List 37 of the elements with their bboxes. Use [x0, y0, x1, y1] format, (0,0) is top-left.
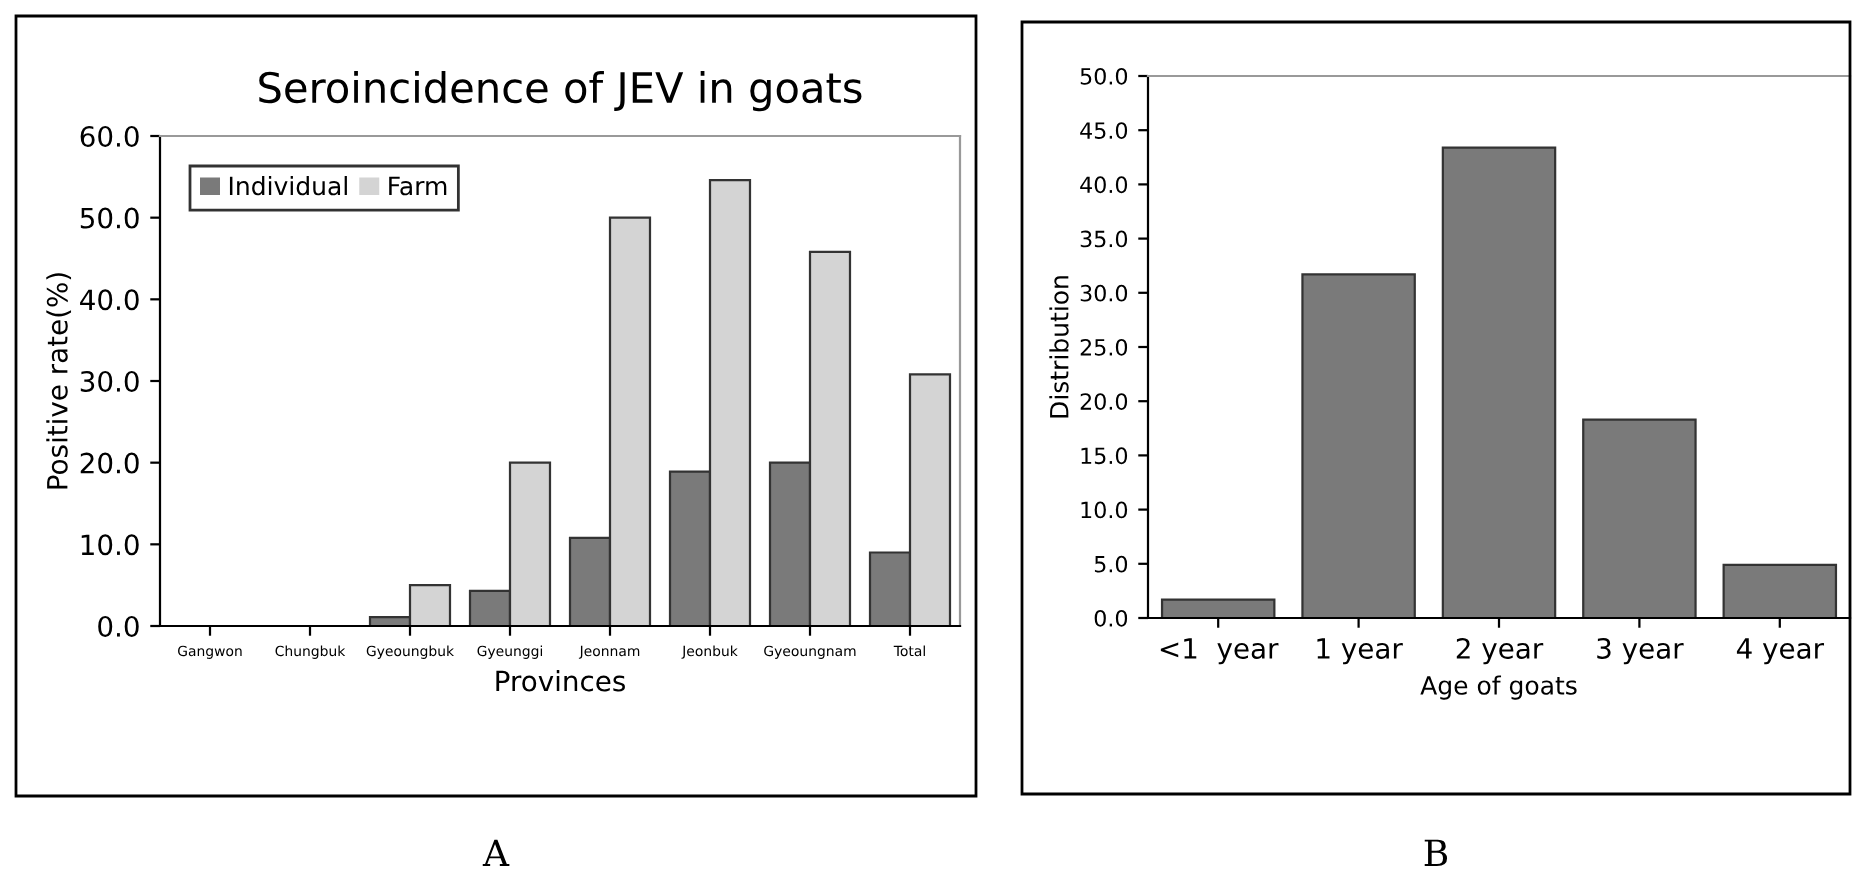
y-tick-label: 20.0	[80, 452, 139, 474]
x-tick-label: 3 year	[1597, 637, 1684, 665]
y-tick-label: 45.0	[1080, 122, 1128, 139]
y-tick-label: 0.0	[1094, 609, 1128, 627]
y-tick-label: 30.0	[1080, 284, 1128, 302]
y-tick-label: 5.0	[1094, 555, 1128, 573]
y-tick-label: 10.0	[1081, 501, 1128, 519]
y-tick-label: 25.0	[1080, 338, 1128, 356]
text: A	[482, 839, 510, 866]
bar	[1301, 273, 1416, 618]
y-tick-label: 35.0	[1080, 230, 1128, 248]
bar	[1441, 146, 1557, 618]
y-axis-title: Distribution	[1049, 276, 1069, 418]
chart-title: Seroincidence of JEV in goats	[259, 71, 862, 112]
x-tick-label: 4 year	[1736, 638, 1825, 665]
y-tick-label: 50.0	[80, 207, 139, 229]
y-tick-label: 10.0	[81, 534, 139, 556]
y-tick-label: 40.0	[80, 289, 139, 311]
y-tick-label: 30.0	[80, 370, 139, 392]
y-tick-label: 50.0	[1080, 67, 1128, 85]
bar	[1582, 418, 1697, 618]
x-tick-label: 2 year	[1456, 637, 1544, 665]
bar	[1160, 598, 1276, 618]
x-tick-label: 1 year	[1317, 638, 1403, 665]
x-tick-label: <1 year	[1160, 638, 1279, 665]
legend-label: Farm	[389, 176, 447, 196]
y-tick-label: 20.0	[1080, 393, 1128, 410]
text: B	[1424, 839, 1448, 866]
legend-label: Individual	[229, 176, 347, 196]
y-tick-label: 40.0	[1080, 176, 1128, 194]
y-tick-label: 15.0	[1081, 447, 1128, 465]
y-axis-title: Positive rate(%)	[46, 273, 72, 489]
bar	[1722, 563, 1838, 618]
y-tick-label: 60.0	[80, 125, 139, 147]
x-axis-title: Age of goats	[1420, 675, 1577, 700]
x-axis-title: Provinces	[496, 670, 625, 692]
y-tick-label: 0.0	[98, 615, 139, 637]
